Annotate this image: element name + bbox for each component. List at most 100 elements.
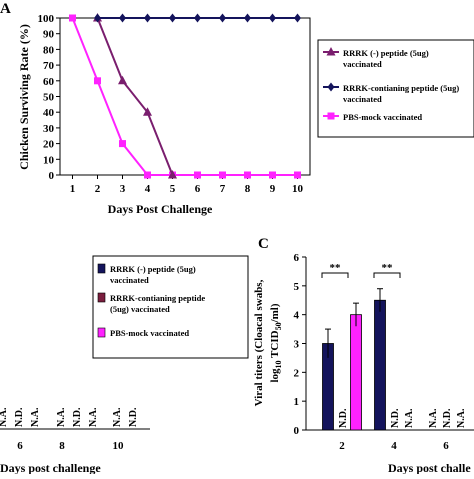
panel-c-y-ticks: 0 1 2 3 4 5 6 bbox=[294, 252, 306, 437]
panel-b-legend-label: vaccinated bbox=[110, 275, 149, 285]
panel-a-x-tick-label: 2 bbox=[95, 183, 101, 195]
panel-c-bar-chart: C Viral titers (Cloacal swabs, log10 TCI… bbox=[253, 236, 474, 475]
panel-b-legend-box bbox=[92, 255, 249, 359]
panel-a-data-point bbox=[143, 107, 152, 116]
panel-a-x-tick-label: 5 bbox=[170, 183, 176, 195]
panel-a-line-chart: A Chicken Surviving Rate (%) Days Post C… bbox=[0, 1, 474, 216]
panel-a-y-axis-label: Chicken Surviving Rate (%) bbox=[17, 24, 31, 170]
panel-a-y-tick-label: 20 bbox=[43, 139, 55, 151]
panel-a-y-ticks: 0 10 20 30 40 50 60 70 80 90 100 bbox=[38, 13, 60, 182]
panel-b-bar-label: N.A. bbox=[88, 407, 99, 427]
panel-c-bar-text: N.D. N.D. N.A. N.A. N.D. N.A. bbox=[338, 408, 467, 428]
panel-c-significance-bracket bbox=[373, 272, 401, 278]
panel-b-category-label: 8 bbox=[59, 440, 65, 452]
panel-b-bar-labels: N.A. N.D. N.A. N.A. N.D. N.A. N.A. N.D. bbox=[0, 407, 139, 427]
panel-b-category-label: 6 bbox=[17, 440, 23, 452]
panel-c-y-tick-label: 1 bbox=[294, 396, 300, 408]
panel-c-significance: ** ** bbox=[321, 262, 401, 278]
panel-a-plot-frame bbox=[59, 17, 311, 176]
panel-b-x-axis-label: Days post challenge bbox=[0, 461, 101, 474]
panel-c-significance-bracket bbox=[321, 272, 349, 278]
panel-a-y-tick-label: 50 bbox=[43, 92, 55, 104]
panel-a-series-line bbox=[71, 17, 298, 176]
panel-a-letter: A bbox=[0, 1, 11, 17]
panel-a-data-point bbox=[94, 13, 101, 23]
panel-a-data-point bbox=[94, 77, 101, 85]
panel-a-data-point bbox=[269, 13, 276, 23]
panel-a-data-point bbox=[168, 170, 177, 179]
panel-a-data-point bbox=[118, 75, 127, 85]
panel-b-bar-label: N.A. bbox=[112, 407, 123, 427]
panel-a-y-tick-label: 60 bbox=[43, 76, 55, 88]
panel-b-bar-label: N.D. bbox=[72, 407, 83, 427]
panel-c-categories: 2 4 6 bbox=[339, 440, 449, 452]
panel-a-data-point bbox=[119, 140, 126, 148]
panel-b-legend-label: (5ug) vaccinated bbox=[110, 304, 170, 314]
panel-c-category-label: 6 bbox=[443, 440, 449, 452]
panel-a-data-point bbox=[169, 13, 176, 23]
panel-a-y-tick-label: 100 bbox=[38, 13, 55, 25]
panel-a-legend-marker bbox=[326, 47, 336, 56]
panel-c-letter: C bbox=[258, 236, 269, 252]
panel-b-category-label: 10 bbox=[113, 440, 125, 452]
panel-c-significance-label: ** bbox=[330, 262, 342, 274]
panel-a-data-point bbox=[119, 13, 126, 23]
panel-c-bars bbox=[322, 288, 386, 431]
panel-a-x-tick-label: 10 bbox=[292, 183, 304, 195]
panel-a-legend-label: RRRK (-) peptide (5ug) bbox=[343, 48, 429, 58]
panel-a-y-tick-label: 70 bbox=[43, 60, 55, 72]
panel-a-data-point bbox=[219, 13, 226, 23]
panel-b-bar-label: N.A. bbox=[0, 407, 9, 427]
panel-a-data-point bbox=[244, 171, 251, 179]
panel-c-significance-label: ** bbox=[382, 262, 394, 274]
panel-a-x-ticks: 1 2 3 4 5 6 7 8 9 10 bbox=[70, 175, 304, 195]
panel-a-series-line bbox=[96, 17, 174, 176]
panel-a-legend-marker bbox=[327, 82, 335, 92]
panel-c-y-tick-label: 6 bbox=[294, 252, 300, 264]
panel-a-data-point bbox=[294, 13, 301, 23]
panel-b-bar-label: N.A. bbox=[30, 407, 41, 427]
panel-a-data-point bbox=[294, 171, 301, 179]
panel-a-data-point bbox=[244, 13, 251, 23]
panel-a-x-tick-label: 1 bbox=[70, 183, 76, 195]
panel-c-bar-label: N.D. bbox=[390, 408, 401, 428]
panel-b-bar-label: N.A. bbox=[56, 407, 67, 427]
panel-a-legend-marker bbox=[327, 112, 335, 120]
panel-a-data-point bbox=[144, 13, 151, 23]
panel-c-category-label: 4 bbox=[391, 440, 397, 452]
panel-c-y-tick-label: 3 bbox=[294, 339, 300, 351]
panel-a-y-tick-label: 30 bbox=[43, 123, 55, 135]
panel-b-legend-label: PBS-mock vaccinated bbox=[110, 328, 189, 338]
panel-c-y-tick-label: 5 bbox=[294, 281, 300, 293]
panel-b-legend: RRRK (-) peptide (5ug)vaccinated RRRK-con… bbox=[92, 255, 249, 359]
panel-a-x-tick-label: 9 bbox=[270, 183, 276, 195]
panel-c-y-axis-label-line1: Viral titers (Cloacal swabs, bbox=[253, 279, 265, 406]
panel-b-legend-label: RRRK-contianing peptide bbox=[110, 293, 205, 303]
panel-a-x-tick-label: 3 bbox=[120, 183, 126, 195]
panel-a-legend-box bbox=[317, 39, 474, 138]
panel-c-y-tick-label: 2 bbox=[294, 367, 300, 379]
panel-a-legend-label: vaccinated bbox=[343, 94, 382, 104]
panel-c-bar-label: N.A. bbox=[428, 408, 439, 428]
panel-a-x-axis-label: Days Post Challenge bbox=[108, 202, 213, 216]
panel-c-y-axis-label-line2: log10 TCID50/ml) bbox=[269, 303, 283, 382]
panel-a-legend-label: RRRK-contianing peptide (5ug) bbox=[343, 83, 459, 93]
panel-a-x-tick-label: 7 bbox=[220, 183, 226, 195]
panel-a-y-tick-label: 40 bbox=[43, 107, 55, 119]
panel-b-legend-swatch bbox=[97, 263, 106, 274]
panel-a-x-tick-label: 4 bbox=[145, 183, 151, 195]
panel-a-y-tick-label: 80 bbox=[43, 44, 55, 56]
panel-a-y-tick-label: 90 bbox=[43, 29, 55, 41]
panel-c-bar bbox=[374, 299, 386, 431]
panel-c-y-tick-label: 4 bbox=[294, 310, 300, 322]
panel-a-data-point bbox=[194, 171, 201, 179]
panel-c-y-tick-label: 0 bbox=[294, 425, 300, 437]
panel-a-data-point bbox=[194, 13, 201, 23]
panel-a-series bbox=[69, 13, 301, 179]
panel-b-bar-label: N.D. bbox=[128, 407, 139, 427]
panel-c-bar-label: N.A. bbox=[456, 408, 467, 428]
panel-a-x-tick-label: 8 bbox=[245, 183, 251, 195]
panel-a-legend-label: vaccinated bbox=[343, 59, 382, 69]
panel-c-category-label: 2 bbox=[339, 440, 345, 452]
